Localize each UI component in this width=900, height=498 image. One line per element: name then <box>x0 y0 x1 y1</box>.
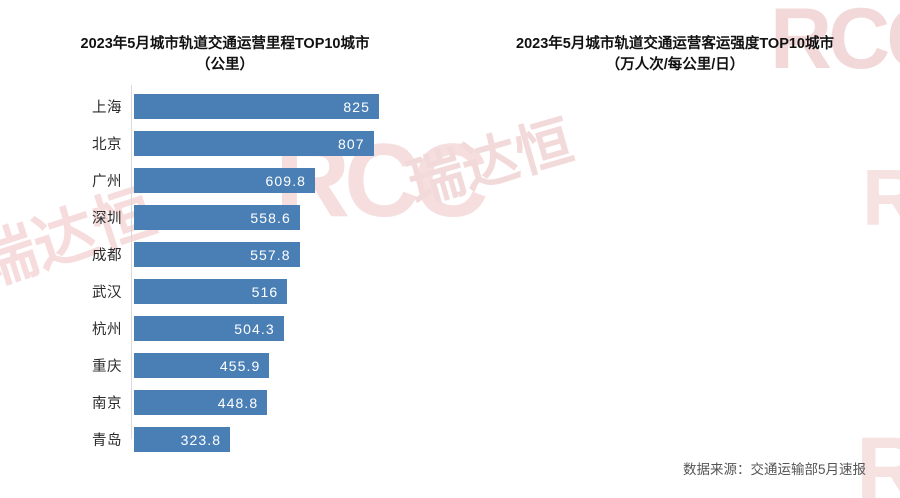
bar: 448.8 <box>134 390 268 415</box>
bar-category-label: 杭州 <box>92 322 122 338</box>
chart-title-mileage-line2: （公里） <box>196 57 254 74</box>
category-axis-line <box>131 85 132 439</box>
chart-title-intensity-line1: 2023年5月城市轨道交通运营客运强度TOP10城市 <box>516 36 834 52</box>
chart-title-mileage-line1: 2023年5月城市轨道交通运营里程TOP10城市 <box>80 36 370 52</box>
bar: 504.3 <box>134 316 284 341</box>
bar: 807 <box>134 131 374 156</box>
bar-track: 807 <box>131 125 390 162</box>
bar-track: 825 <box>131 88 390 125</box>
bar-category-label: 南京 <box>92 396 122 412</box>
bar: 455.9 <box>134 353 270 378</box>
bar-chart-mileage: 上海 825 北京 807 广州 609.8 深圳 558.6 成都 557.8 武汉 516 杭州 50… <box>60 85 390 452</box>
bar-value-label: 825 <box>343 98 370 115</box>
bar-category-label: 武汉 <box>92 285 122 301</box>
bar-track: 455.9 <box>131 347 390 384</box>
bar-value-label: 323.8 <box>180 431 222 448</box>
bar-value-label: 609.8 <box>265 172 307 189</box>
bar-row: 北京 807 <box>60 125 390 162</box>
bar-track: 609.8 <box>131 162 390 199</box>
bar-category-label: 北京 <box>92 137 122 153</box>
bar-row: 杭州 504.3 <box>60 310 390 347</box>
bar: 323.8 <box>134 427 231 452</box>
bar-row: 南京 448.8 <box>60 384 390 421</box>
bar-row: 成都 557.8 <box>60 236 390 273</box>
bar-row: 广州 609.8 <box>60 162 390 199</box>
bar-category-label: 重庆 <box>92 359 122 375</box>
bar-track: 323.8 <box>131 421 390 458</box>
bar: 825 <box>134 94 379 119</box>
chart-title-mileage: 2023年5月城市轨道交通运营里程TOP10城市 （公里） <box>0 34 450 76</box>
bar-row: 武汉 516 <box>60 273 390 310</box>
bar-row: 上海 825 <box>60 88 390 125</box>
bar: 516 <box>134 279 288 304</box>
bar-track: 448.8 <box>131 384 390 421</box>
bar-value-label: 557.8 <box>250 246 291 263</box>
bar-value-label: 504.3 <box>234 320 275 337</box>
bar-category-label: 广州 <box>92 174 122 190</box>
bar: 558.6 <box>134 205 300 230</box>
bar-track: 516 <box>131 273 390 310</box>
bar-row: 深圳 558.6 <box>60 199 390 236</box>
bar-value-label: 448.8 <box>217 394 259 411</box>
bar-category-label: 成都 <box>92 248 122 264</box>
chart-title-intensity-line2: （万人次/每公里/日） <box>605 57 745 74</box>
bar-category-label: 青岛 <box>92 433 122 449</box>
bar: 557.8 <box>134 242 300 267</box>
chart-panel-intensity: 2023年5月城市轨道交通运营客运强度TOP10城市 （万人次/每公里/日） 广… <box>450 0 900 498</box>
bar-category-label: 上海 <box>92 100 122 116</box>
bar-value-label: 455.9 <box>219 357 261 374</box>
bar-rows-mileage: 上海 825 北京 807 广州 609.8 深圳 558.6 成都 557.8 武汉 516 杭州 50… <box>60 88 390 458</box>
bar: 609.8 <box>134 168 316 193</box>
bar-value-label: 807 <box>337 135 365 152</box>
source-note: 数据来源：交通运输部5月速报 <box>682 462 866 477</box>
bar-track: 558.6 <box>131 199 390 236</box>
bar-row: 青岛 323.8 <box>60 421 390 458</box>
bar-value-label: 516 <box>251 283 279 300</box>
bar-track: 557.8 <box>131 236 390 273</box>
bar-category-label: 深圳 <box>92 211 122 227</box>
bar-value-label: 558.6 <box>250 209 291 226</box>
chart-title-intensity: 2023年5月城市轨道交通运营客运强度TOP10城市 （万人次/每公里/日） <box>450 34 900 76</box>
chart-panel-mileage: 2023年5月城市轨道交通运营里程TOP10城市 （公里） 上海 825 北京 807… <box>0 34 450 452</box>
bar-track: 504.3 <box>131 310 390 347</box>
bar-row: 重庆 455.9 <box>60 347 390 384</box>
